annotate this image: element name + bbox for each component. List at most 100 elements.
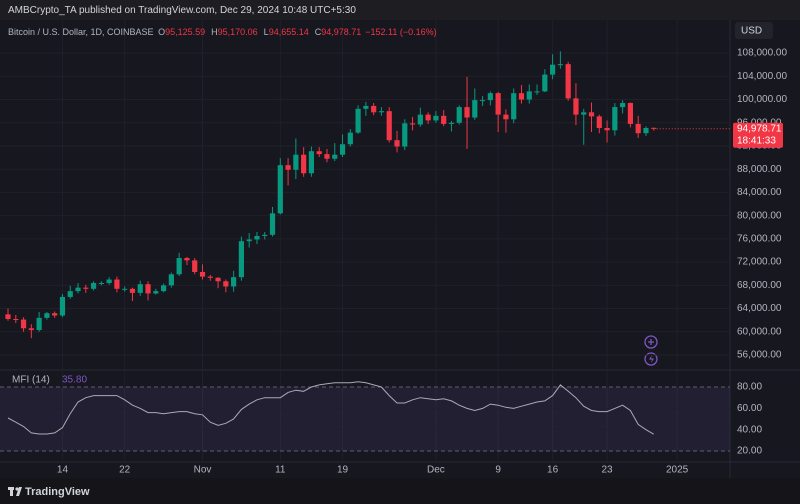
y-tick-label: 72,000.00 (737, 257, 782, 268)
candle-body (526, 91, 532, 100)
ohlc-value: 95,170.06 (217, 27, 258, 37)
publish-header: AMBCrypto_TA published on TradingView.co… (8, 5, 356, 16)
candle-body (262, 234, 268, 236)
y-tick-label: 40.00 (737, 424, 762, 435)
ohlc-value: 95,125.59 (165, 27, 206, 37)
candle-body (52, 313, 58, 316)
candle-body (612, 107, 618, 131)
mark-layer (5, 51, 730, 435)
candle-body (28, 328, 34, 331)
candle-body (13, 318, 19, 320)
y-tick-label: 100,000.00 (737, 94, 787, 105)
x-tick-label: 2025 (666, 465, 689, 476)
x-tick-label: 9 (495, 465, 501, 476)
price-tag (733, 122, 783, 148)
candle-body (199, 271, 206, 277)
candle-body (83, 287, 89, 289)
candle-body (604, 127, 610, 131)
candle-body (495, 93, 501, 115)
candle-body (472, 100, 478, 118)
candle-body (347, 132, 353, 145)
symbol-legend: Bitcoin / U.S. Dollar, 1D, COINBASE O95,… (8, 27, 441, 37)
y-tick-label: 80,000.00 (737, 210, 782, 221)
candle-body (277, 165, 283, 214)
ohlc-key: L (263, 27, 269, 37)
candle-body (464, 107, 470, 118)
candle-body (114, 279, 120, 289)
grid-layer (0, 20, 730, 462)
candle-body (145, 284, 151, 294)
candle-body (378, 111, 385, 113)
alert-icon[interactable] (644, 352, 658, 366)
candle-body (425, 114, 431, 121)
mfi-line (7, 381, 654, 435)
y-tick-label: 108,000.00 (737, 48, 787, 59)
candle-body (238, 241, 244, 278)
candle-body (269, 213, 276, 235)
add-icon[interactable] (644, 335, 658, 349)
candle-body (122, 288, 128, 290)
candle-body (487, 93, 493, 101)
y-tick-label: 60.00 (737, 403, 762, 414)
y-tick-label: 56,000.00 (737, 350, 782, 361)
candle-body (5, 314, 11, 319)
candle-body (565, 64, 571, 99)
candle-body (534, 91, 540, 93)
y-tick-label: 64,000.00 (737, 303, 782, 314)
indicator-title: MFI (14) (12, 375, 50, 386)
price-tag-countdown: 18:41:33 (737, 135, 776, 146)
chart-bg (0, 20, 800, 478)
candle-body (588, 112, 595, 117)
candle-body (355, 108, 361, 133)
candle-body (503, 114, 509, 120)
candle-body (293, 154, 299, 170)
y-tick-label: 76,000.00 (737, 234, 782, 245)
x-tick-label: 16 (547, 465, 559, 476)
candle-body (402, 123, 408, 147)
x-tick-label: 19 (337, 465, 349, 476)
candle-body (643, 127, 649, 134)
candle-body (332, 154, 338, 159)
candle-body (596, 116, 602, 128)
candle-body (184, 258, 190, 261)
currency: USD (741, 26, 762, 37)
candle-body (137, 284, 143, 293)
candle-body (386, 111, 392, 141)
symbol-title: Bitcoin / U.S. Dollar, 1D, COINBASE (8, 27, 154, 37)
top-bar (0, 0, 800, 20)
footer-bg (0, 478, 800, 504)
y-tick-label: 84,000.00 (737, 187, 782, 198)
candle-body (581, 112, 587, 115)
x-tick-label: 11 (275, 465, 286, 476)
y-tick-label: 104,000.00 (737, 71, 787, 82)
candle-body (176, 258, 182, 275)
logo-part (15, 487, 19, 491)
ohlc-key: H (211, 27, 218, 37)
candle-body (161, 285, 167, 292)
y-tick-label: 20.00 (737, 446, 762, 457)
candle-body (573, 98, 579, 115)
candle-body (542, 74, 548, 92)
candle-body (168, 274, 174, 286)
candle-body (254, 235, 260, 240)
candle-body (511, 93, 517, 120)
x-tick-label: Dec (427, 465, 445, 476)
change: −152.11 (−0.16%) (365, 27, 437, 37)
mfi-band (0, 387, 730, 452)
candle-body (44, 313, 50, 318)
candle-body (207, 276, 213, 278)
price-tag-value: 94,978.71 (737, 123, 782, 134)
candle-body (59, 296, 66, 316)
logo-part (16, 487, 22, 496)
logo-part (10, 487, 13, 496)
candle-body (98, 283, 104, 285)
currency-box[interactable] (735, 22, 773, 39)
candle-body (192, 260, 198, 272)
candle-body (106, 279, 112, 284)
candle-body (339, 144, 346, 155)
footer-logo (8, 487, 22, 496)
y-tick-label: 88,000.00 (737, 164, 782, 175)
y-tick-label: 80.00 (737, 382, 762, 393)
